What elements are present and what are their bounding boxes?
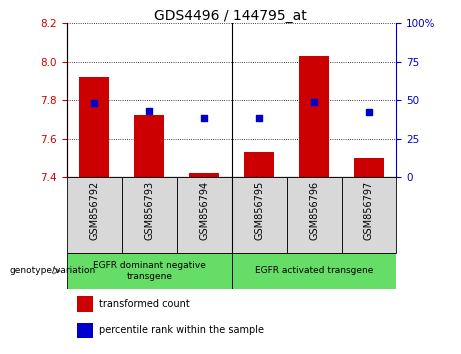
Point: [310, 99, 318, 104]
Text: GSM856795: GSM856795: [254, 181, 264, 240]
Bar: [134, 115, 165, 177]
Text: GSM856794: GSM856794: [199, 181, 209, 240]
Text: EGFR dominant negative
transgene: EGFR dominant negative transgene: [93, 261, 206, 280]
Bar: [77, 322, 93, 338]
Point: [91, 100, 98, 106]
Point: [201, 116, 208, 121]
Text: genotype/variation: genotype/variation: [9, 266, 95, 275]
Bar: [231, 177, 287, 253]
Bar: [67, 253, 231, 289]
Bar: [354, 158, 384, 177]
Text: GSM856796: GSM856796: [309, 181, 319, 240]
Text: percentile rank within the sample: percentile rank within the sample: [99, 325, 264, 336]
Bar: [231, 253, 396, 289]
Point: [255, 116, 263, 121]
Bar: [77, 296, 93, 312]
Bar: [287, 177, 342, 253]
Text: GSM856792: GSM856792: [89, 181, 99, 240]
Text: GSM856797: GSM856797: [364, 181, 374, 240]
Text: transformed count: transformed count: [99, 299, 190, 309]
Bar: [189, 173, 219, 177]
Bar: [299, 56, 329, 177]
Text: GSM856793: GSM856793: [144, 181, 154, 240]
Text: GDS4496 / 144795_at: GDS4496 / 144795_at: [154, 9, 307, 23]
Point: [365, 109, 372, 115]
Bar: [67, 177, 122, 253]
Bar: [79, 77, 109, 177]
Bar: [177, 177, 231, 253]
Bar: [122, 177, 177, 253]
Point: [146, 108, 153, 114]
Bar: [342, 177, 396, 253]
Bar: [244, 152, 274, 177]
Text: EGFR activated transgene: EGFR activated transgene: [255, 266, 373, 275]
